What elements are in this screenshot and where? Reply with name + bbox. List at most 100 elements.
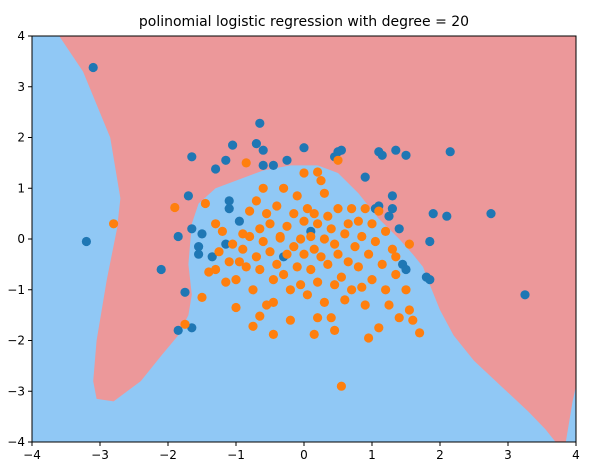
point-class-0 [184, 191, 193, 200]
point-class-0 [228, 141, 237, 150]
point-class-1 [272, 260, 281, 269]
point-class-0 [197, 229, 206, 238]
point-class-1 [282, 222, 291, 231]
point-class-0 [388, 191, 397, 200]
point-class-1 [269, 275, 278, 284]
point-class-1 [405, 240, 414, 249]
point-class-1 [310, 330, 319, 339]
point-class-0 [252, 139, 261, 148]
point-class-0 [446, 147, 455, 156]
point-class-1 [344, 219, 353, 228]
point-class-1 [405, 305, 414, 314]
point-class-1 [374, 323, 383, 332]
point-class-0 [259, 161, 268, 170]
point-class-0 [82, 237, 91, 246]
point-class-1 [265, 247, 274, 256]
y-tick-label: 4 [17, 29, 25, 43]
point-class-1 [228, 240, 237, 249]
point-class-1 [231, 303, 240, 312]
point-class-1 [347, 204, 356, 213]
point-class-1 [211, 219, 220, 228]
point-class-0 [429, 209, 438, 218]
point-class-1 [286, 316, 295, 325]
point-class-1 [252, 196, 261, 205]
point-class-0 [194, 250, 203, 259]
point-class-1 [109, 219, 118, 228]
point-class-0 [211, 164, 220, 173]
point-class-0 [89, 63, 98, 72]
point-class-1 [357, 232, 366, 241]
x-tick-label: 4 [572, 448, 580, 462]
point-class-1 [293, 191, 302, 200]
point-class-1 [242, 262, 251, 271]
point-class-1 [293, 262, 302, 271]
point-class-1 [259, 237, 268, 246]
point-class-1 [262, 209, 271, 218]
x-tick-label: 2 [436, 448, 444, 462]
point-class-1 [296, 234, 305, 243]
point-class-1 [354, 217, 363, 226]
point-class-1 [340, 229, 349, 238]
point-class-0 [187, 152, 196, 161]
point-class-1 [306, 265, 315, 274]
point-class-1 [269, 298, 278, 307]
point-class-0 [391, 146, 400, 155]
point-class-1 [330, 326, 339, 335]
point-class-1 [214, 247, 223, 256]
point-class-1 [201, 199, 210, 208]
point-class-0 [378, 151, 387, 160]
point-class-0 [361, 173, 370, 182]
point-class-0 [425, 275, 434, 284]
point-class-0 [384, 212, 393, 221]
chart-title: polinomial logistic regression with degr… [139, 14, 469, 30]
y-tick-label: 1 [17, 181, 25, 195]
point-class-0 [337, 146, 346, 155]
point-class-1 [337, 382, 346, 391]
point-class-1 [299, 250, 308, 259]
point-class-1 [242, 158, 251, 167]
point-class-1 [330, 280, 339, 289]
point-class-0 [282, 156, 291, 165]
point-class-1 [313, 278, 322, 287]
point-class-0 [401, 151, 410, 160]
point-class-0 [401, 265, 410, 274]
y-tick-label: 0 [17, 232, 25, 246]
point-class-1 [323, 260, 332, 269]
point-class-1 [364, 333, 373, 342]
point-class-1 [279, 270, 288, 279]
point-class-1 [248, 285, 257, 294]
point-class-1 [269, 330, 278, 339]
point-class-0 [187, 224, 196, 233]
point-class-1 [415, 328, 424, 337]
point-class-1 [248, 322, 257, 331]
x-tick-label: 3 [504, 448, 512, 462]
point-class-1 [354, 262, 363, 271]
point-class-1 [350, 242, 359, 251]
point-class-1 [323, 212, 332, 221]
y-tick-label: −3 [7, 384, 25, 398]
point-class-1 [197, 293, 206, 302]
point-class-1 [255, 265, 264, 274]
point-class-1 [361, 204, 370, 213]
point-class-0 [269, 161, 278, 170]
x-tick-label: −2 [159, 448, 177, 462]
point-class-0 [299, 143, 308, 152]
point-class-1 [306, 232, 315, 241]
point-class-1 [347, 285, 356, 294]
point-class-1 [316, 176, 325, 185]
x-axis: −4 −3 −2 −1 0 1 2 3 4 [23, 442, 580, 462]
point-class-1 [378, 260, 387, 269]
point-class-1 [320, 234, 329, 243]
point-class-1 [364, 250, 373, 259]
point-class-1 [296, 280, 305, 289]
point-class-1 [282, 250, 291, 259]
y-tick-label: −1 [7, 283, 25, 297]
point-class-1 [255, 312, 264, 321]
x-tick-label: −1 [227, 448, 245, 462]
point-class-0 [174, 232, 183, 241]
point-class-1 [401, 285, 410, 294]
point-class-1 [395, 313, 404, 322]
point-class-1 [367, 219, 376, 228]
point-class-1 [340, 295, 349, 304]
point-class-1 [330, 240, 339, 249]
